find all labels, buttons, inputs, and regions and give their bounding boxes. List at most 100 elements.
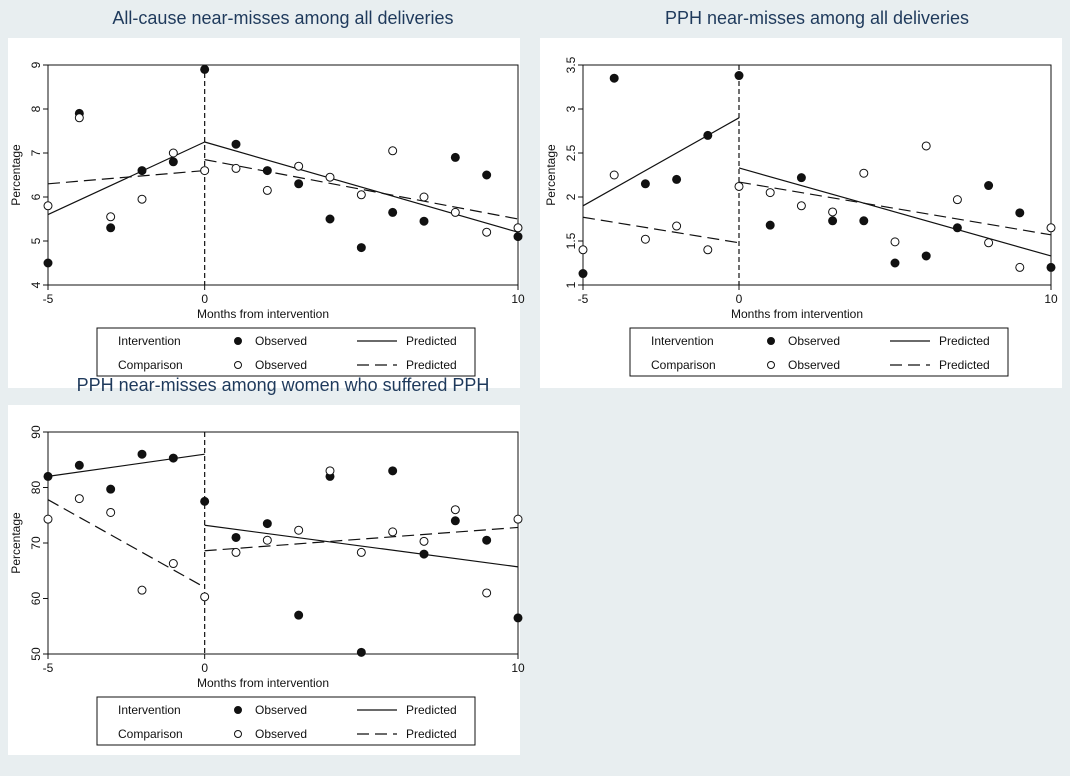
y-tick-label: 2.5 <box>564 144 578 161</box>
chart-panel-2: PPH near-misses among all deliveries 1 1.5… <box>540 8 1062 388</box>
legend-group-label: Comparison <box>118 727 183 741</box>
y-tick-label: 50 <box>29 647 43 661</box>
x-tick-label: 0 <box>736 292 743 306</box>
intervention-observed-point <box>106 484 116 494</box>
comparison-observed-point <box>765 188 775 198</box>
y-tick-label: 90 <box>29 425 43 439</box>
comparison-observed-point <box>828 207 838 217</box>
chart-title: All-cause near-misses among all deliveri… <box>112 8 453 28</box>
x-tick-label: 0 <box>201 292 208 306</box>
comparison-observed-point <box>168 559 178 569</box>
comparison-observed-point <box>262 535 272 545</box>
comparison-observed-point <box>388 527 398 537</box>
comparison-observed-point <box>578 245 588 255</box>
intervention-observed-point <box>262 519 272 529</box>
intervention-observed-point <box>294 610 304 620</box>
x-axis-label: Months from intervention <box>197 307 329 321</box>
legend-filled-marker <box>234 337 242 345</box>
intervention-observed-point <box>513 613 523 623</box>
comparison-observed-point <box>74 494 84 504</box>
y-tick-label: 9 <box>29 61 43 68</box>
intervention-observed-point <box>419 549 429 559</box>
legend-observed-label: Observed <box>255 334 307 348</box>
comparison-observed-point <box>419 536 429 546</box>
comparison-observed-point <box>168 148 178 158</box>
intervention-observed-point <box>609 73 619 83</box>
legend-group-label: Intervention <box>118 703 181 717</box>
intervention-observed-point <box>921 251 931 261</box>
comparison-observed-point <box>609 170 619 180</box>
comparison-observed-point <box>200 166 210 176</box>
comparison-observed-point <box>388 146 398 156</box>
intervention-predicted-line <box>204 141 519 233</box>
legend-group-label: Intervention <box>651 334 714 348</box>
intervention-observed-point <box>388 466 398 476</box>
y-axis-label: Percentage <box>9 144 23 206</box>
legend-frame <box>96 696 476 746</box>
legend-group-label: Comparison <box>651 358 716 372</box>
comparison-observed-point <box>325 172 335 182</box>
legend-observed-label: Observed <box>255 358 307 372</box>
y-tick-label: 80 <box>29 481 43 495</box>
comparison-observed-point <box>74 113 84 123</box>
intervention-predicted-line <box>47 141 205 216</box>
x-tick-label: 10 <box>1044 292 1058 306</box>
legend-frame <box>96 327 476 377</box>
intervention-predicted-line <box>582 117 740 207</box>
legend-predicted-label: Predicted <box>406 727 457 741</box>
legend-predicted-label: Predicted <box>939 334 990 348</box>
comparison-observed-point <box>231 163 241 173</box>
y-tick-label: 70 <box>29 536 43 550</box>
comparison-observed-point <box>672 221 682 231</box>
comparison-observed-point <box>325 466 335 476</box>
legend: Intervention Observed Predicted Comparison O… <box>629 327 1009 377</box>
intervention-observed-point <box>859 216 869 226</box>
intervention-observed-point <box>578 269 588 279</box>
comparison-observed-point <box>1015 262 1025 272</box>
comparison-observed-point <box>356 547 366 557</box>
intervention-observed-point <box>672 174 682 184</box>
legend-predicted-label: Predicted <box>406 703 457 717</box>
comparison-observed-point <box>106 212 116 222</box>
legend-filled-marker <box>767 337 775 345</box>
y-tick-label: 6 <box>29 193 43 200</box>
comparison-observed-point <box>1046 223 1056 233</box>
legend-predicted-label: Predicted <box>939 358 990 372</box>
intervention-observed-point <box>137 166 147 176</box>
y-tick-label: 4 <box>29 281 43 288</box>
intervention-predicted-line <box>204 524 519 568</box>
chart-panel-1: All-cause near-misses among all deliveri… <box>8 8 525 388</box>
comparison-observed-point <box>137 585 147 595</box>
intervention-observed-point <box>43 258 53 268</box>
intervention-predicted-line <box>738 167 1052 257</box>
comparison-observed-point <box>734 181 744 191</box>
x-tick-label: 0 <box>201 661 208 675</box>
chart-title: PPH near-misses among all deliveries <box>665 8 969 28</box>
x-axis-label: Months from intervention <box>731 307 863 321</box>
intervention-observed-point <box>231 532 241 542</box>
y-axis-label: Percentage <box>9 512 23 574</box>
legend-group-label: Intervention <box>118 334 181 348</box>
intervention-observed-point <box>106 223 116 233</box>
legend-observed-label: Observed <box>255 727 307 741</box>
y-tick-label: 2 <box>564 193 578 200</box>
comparison-observed-point <box>450 207 460 217</box>
legend-hollow-marker <box>767 361 775 369</box>
intervention-observed-point <box>890 258 900 268</box>
comparison-observed-point <box>513 514 523 524</box>
intervention-observed-point <box>43 471 53 481</box>
x-tick-label: 10 <box>511 292 525 306</box>
legend: Intervention Observed Predicted Comparison O… <box>96 696 476 746</box>
legend-hollow-marker <box>234 361 242 369</box>
intervention-observed-point <box>294 179 304 189</box>
intervention-observed-point <box>482 170 492 180</box>
intervention-observed-point <box>200 496 210 506</box>
intervention-observed-point <box>703 130 713 140</box>
legend-predicted-label: Predicted <box>406 334 457 348</box>
comparison-predicted-line <box>47 170 205 185</box>
intervention-observed-point <box>450 152 460 162</box>
intervention-observed-point <box>734 71 744 81</box>
intervention-observed-point <box>450 516 460 526</box>
